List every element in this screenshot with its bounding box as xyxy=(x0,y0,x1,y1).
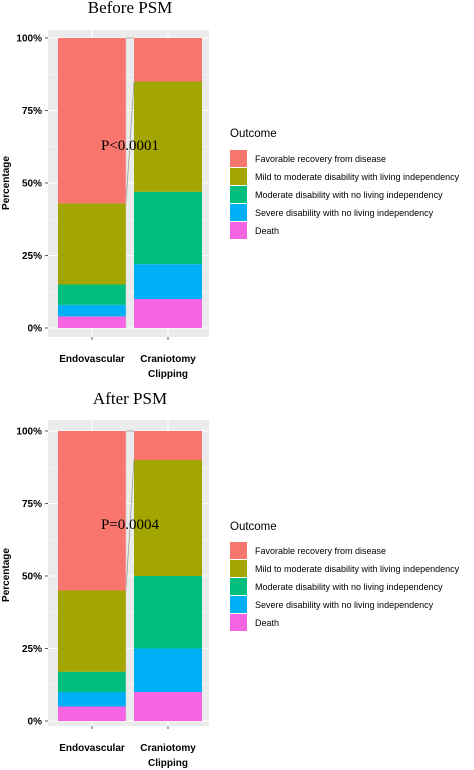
chart1-legend-swatch xyxy=(230,168,247,185)
chart2-legend-label: Moderate disability with no living indep… xyxy=(255,582,443,592)
chart2-bar-segment xyxy=(58,692,126,707)
chart2-x-tick-label: Endovascular xyxy=(59,743,125,754)
chart2-bar-segment xyxy=(58,590,126,672)
chart1-bar-segment xyxy=(134,81,202,192)
chart2-y-tick-label: 100% xyxy=(16,427,42,438)
chart1-bar-segment xyxy=(134,191,202,265)
chart1-bar-segment xyxy=(58,316,126,328)
chart1-legend-label: Death xyxy=(255,226,279,236)
chart1-connector-line xyxy=(125,81,135,204)
chart1-y-tick-label: 50% xyxy=(22,179,42,190)
chart1-bar-segment xyxy=(58,203,126,285)
chart2-legend-label: Severe disability with no living indepen… xyxy=(255,600,434,610)
chart2-connector-line xyxy=(125,459,135,591)
chart1-legend-label: Severe disability with no living indepen… xyxy=(255,208,434,218)
chart2-legend-swatch xyxy=(230,614,247,631)
chart1-y-tick-label: 75% xyxy=(22,106,42,117)
chart1-legend-title: Outcome xyxy=(230,128,277,140)
chart2-y-tick-label: 0% xyxy=(28,717,43,728)
chart2-bar-segment xyxy=(58,671,126,692)
chart2-bar-segment xyxy=(58,431,126,591)
chart1-bar-segment xyxy=(134,264,202,299)
chart1-legend-label: Moderate disability with no living indep… xyxy=(255,190,443,200)
chart1-bar-segment xyxy=(134,38,202,82)
chart1-bar-segment xyxy=(58,304,126,317)
chart2-legend-label: Death xyxy=(255,618,279,628)
chart2-legend-swatch xyxy=(230,596,247,613)
chart1-legend-swatch xyxy=(230,204,247,221)
chart1-legend-label: Favorable recovery from disease xyxy=(255,154,386,164)
chart2-bar-segment xyxy=(134,648,202,692)
chart2-legend-swatch xyxy=(230,542,247,559)
chart1-legend-swatch xyxy=(230,222,247,239)
chart1-x-tick-label: Endovascular xyxy=(59,354,125,365)
chart1-title: Before PSM xyxy=(88,0,173,17)
chart2-bar-segment xyxy=(134,431,202,460)
chart2-legend-title: Outcome xyxy=(230,521,277,533)
chart2-bar-segment xyxy=(134,576,202,649)
chart1-y-axis-label: Percentage xyxy=(1,156,12,210)
chart2-y-axis-label: Percentage xyxy=(1,548,12,602)
chart1-x-tick-label: Craniotomy xyxy=(140,354,196,365)
chart1-x-tick-label: Clipping xyxy=(148,369,188,380)
chart1-legend-swatch xyxy=(230,150,247,167)
chart1-y-tick-label: 0% xyxy=(28,324,43,335)
chart1-y-tick-label: 100% xyxy=(16,34,42,45)
chart2-legend-swatch xyxy=(230,560,247,577)
chart1-legend-swatch xyxy=(230,186,247,203)
chart2-y-tick-label: 50% xyxy=(22,572,42,583)
chart1-bar-segment xyxy=(58,38,126,204)
chart1-p-value-annotation: P<0.0001 xyxy=(101,138,159,154)
chart1-y-tick-label: 25% xyxy=(22,251,42,262)
chart2-x-tick-label: Clipping xyxy=(148,758,188,769)
chart2-bar-segment xyxy=(134,692,202,721)
chart2-y-tick-label: 25% xyxy=(22,644,42,655)
chart2-p-value-annotation: P=0.0004 xyxy=(101,517,160,533)
chart2-x-tick-label: Craniotomy xyxy=(140,743,196,754)
chart2-legend-swatch xyxy=(230,578,247,595)
chart2-bar-segment xyxy=(58,706,126,721)
chart2-legend-label: Mild to moderate disability with living … xyxy=(255,564,460,574)
chart2-legend-label: Favorable recovery from disease xyxy=(255,546,386,556)
chart1-bar-segment xyxy=(134,299,202,328)
chart2-y-tick-label: 75% xyxy=(22,499,42,510)
chart2-bar-segment xyxy=(134,460,202,576)
chart1-legend-label: Mild to moderate disability with living … xyxy=(255,172,460,182)
chart1-bar-segment xyxy=(58,284,126,305)
chart2-title: After PSM xyxy=(93,389,167,408)
